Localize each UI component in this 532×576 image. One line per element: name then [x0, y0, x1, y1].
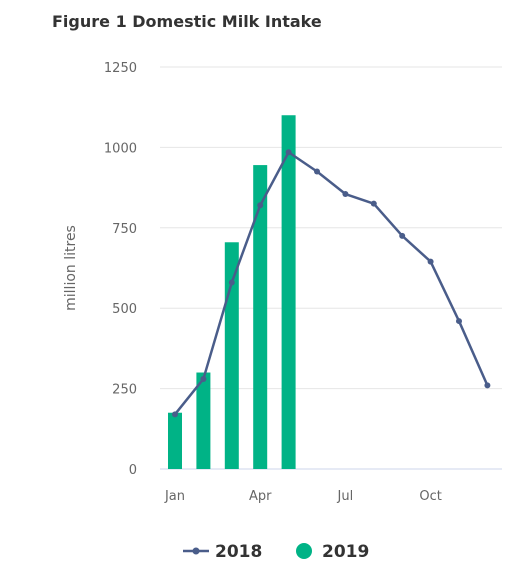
- point-2018-jun: [314, 168, 320, 175]
- y-axis-title: million litres: [63, 225, 79, 311]
- bar-2019-mar: [224, 242, 239, 469]
- point-2018-nov: [456, 318, 462, 325]
- point-2018-mar: [228, 279, 235, 286]
- x-tick-label: Jul: [337, 489, 354, 504]
- point-2018-feb: [200, 375, 207, 382]
- legend-dot-icon[interactable]: [296, 543, 312, 559]
- x-tick-label: Jan: [164, 489, 185, 504]
- gridlines: [160, 66, 502, 470]
- bar-2019-feb: [196, 372, 211, 469]
- x-tick-label: Apr: [249, 489, 272, 504]
- point-2018-jan: [172, 411, 178, 418]
- point-2018-dec: [484, 382, 491, 389]
- bar-2019-jan: [168, 412, 182, 469]
- point-2018-oct: [427, 258, 434, 265]
- y-tick-label: 1250: [104, 61, 137, 76]
- y-axis-ticks: 0 250 500 750 1000 1250: [104, 61, 137, 478]
- bar-series-2019: [168, 115, 296, 470]
- point-2018-jul: [342, 191, 349, 198]
- legend-label-2018[interactable]: 2018: [215, 542, 262, 562]
- y-tick-label: 750: [112, 222, 137, 237]
- line-series-2018: [172, 149, 491, 418]
- x-axis-ticks: Jan Apr Jul Oct: [164, 489, 442, 504]
- legend: 2018 2019: [183, 542, 369, 562]
- bar-2019-may: [281, 115, 296, 470]
- point-2018-apr: [257, 202, 264, 209]
- y-tick-label: 0: [129, 463, 137, 478]
- y-tick-label: 250: [112, 383, 137, 398]
- point-2018-aug: [370, 200, 377, 207]
- y-tick-label: 500: [112, 302, 137, 317]
- y-tick-label: 1000: [104, 141, 137, 156]
- legend-label-2019[interactable]: 2019: [322, 542, 369, 562]
- chart-title: Figure 1 Domestic Milk Intake: [52, 12, 322, 31]
- point-2018-sep: [399, 232, 406, 239]
- bar-2019-apr: [253, 165, 268, 469]
- x-tick-label: Oct: [419, 489, 441, 504]
- line-2018: [174, 150, 489, 416]
- legend-marker-icon: [192, 547, 200, 555]
- point-2018-may: [285, 149, 292, 156]
